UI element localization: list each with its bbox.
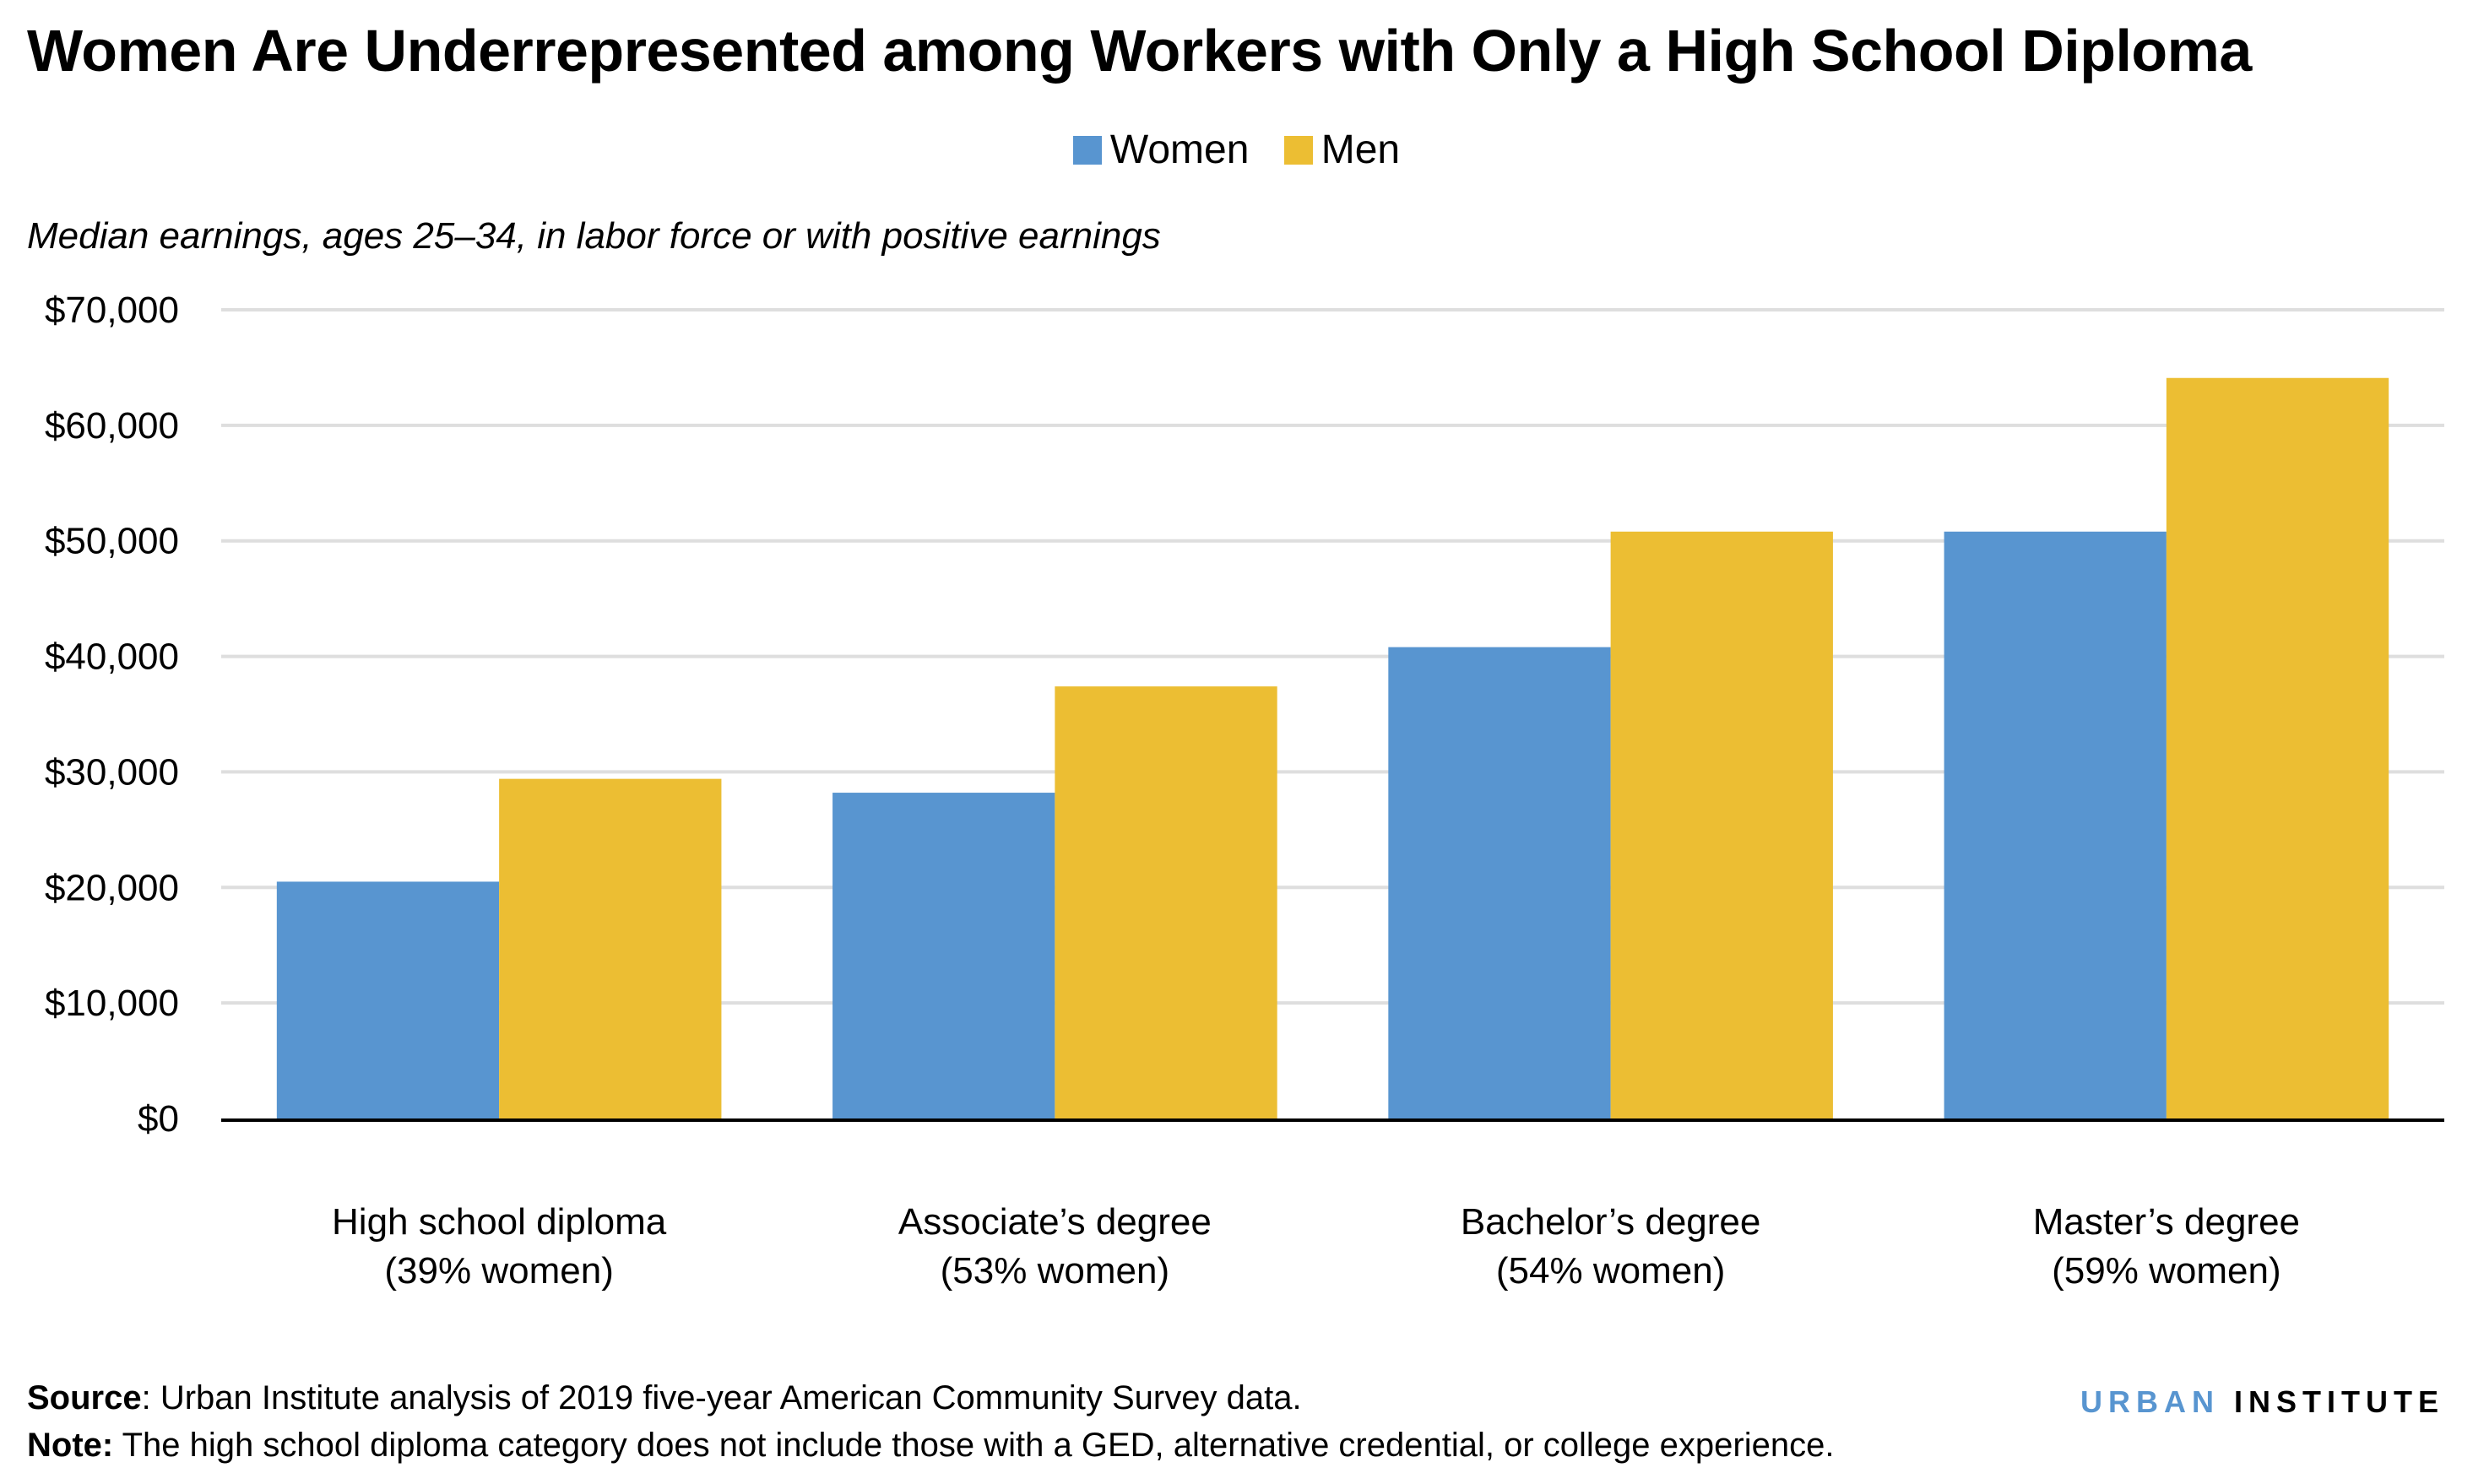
- note-line: Note: The high school diploma category d…: [27, 1422, 1834, 1469]
- bar-women: [276, 881, 500, 1118]
- y-tick-label: $20,000: [45, 867, 179, 908]
- legend-item-men: Men: [1283, 127, 1401, 173]
- legend-swatch-men: [1283, 135, 1313, 165]
- logo-part-institute: INSTITUTE: [2234, 1384, 2444, 1419]
- y-tick-label: $10,000: [45, 983, 179, 1024]
- chart-title: Women Are Underrepresented among Workers…: [27, 18, 2252, 84]
- note-label: Note:: [27, 1427, 114, 1464]
- bar-women: [1388, 647, 1611, 1118]
- y-tick-label: $30,000: [45, 751, 179, 793]
- note-text: The high school diploma category does no…: [113, 1427, 1835, 1464]
- bar-women: [1944, 531, 2167, 1118]
- x-tick-label: Associate’s degree: [898, 1201, 1212, 1243]
- y-tick-label: $50,000: [45, 521, 179, 562]
- bar-men: [2166, 377, 2389, 1118]
- source-line: Source: Urban Institute analysis of 2019…: [27, 1374, 1834, 1422]
- chart-subtitle: Median earnings, ages 25–34, in labor fo…: [27, 215, 1161, 257]
- legend: Women Men: [0, 127, 2473, 175]
- legend-label-women: Women: [1109, 127, 1250, 172]
- x-tick-label: (54% women): [1496, 1250, 1725, 1292]
- urban-institute-logo: URBAN INSTITUTE: [2080, 1384, 2444, 1420]
- x-tick-label: Master’s degree: [2033, 1201, 2300, 1243]
- source-text: : Urban Institute analysis of 2019 five-…: [141, 1379, 1302, 1416]
- source-label: Source: [27, 1379, 142, 1416]
- legend-item-women: Women: [1072, 127, 1250, 173]
- legend-label-men: Men: [1321, 127, 1401, 172]
- bar-men: [499, 778, 722, 1118]
- x-tick-label: (39% women): [384, 1250, 613, 1292]
- x-tick-label: Bachelor’s degree: [1461, 1201, 1761, 1243]
- x-tick-label: High school diploma: [332, 1201, 667, 1243]
- bar-men: [1610, 531, 1833, 1118]
- legend-swatch-women: [1072, 135, 1102, 165]
- y-tick-label: $70,000: [45, 290, 179, 331]
- logo-part-urban: URBAN: [2080, 1384, 2220, 1419]
- y-tick-label: $60,000: [45, 405, 179, 447]
- x-tick-label: (53% women): [941, 1250, 1169, 1292]
- x-tick-label: (59% women): [2052, 1250, 2280, 1292]
- footer: Source: Urban Institute analysis of 2019…: [27, 1374, 1834, 1469]
- bar-women: [832, 793, 1055, 1118]
- y-tick-label: $0: [138, 1098, 179, 1140]
- bar-men: [1055, 686, 1277, 1118]
- y-tick-label: $40,000: [45, 636, 179, 678]
